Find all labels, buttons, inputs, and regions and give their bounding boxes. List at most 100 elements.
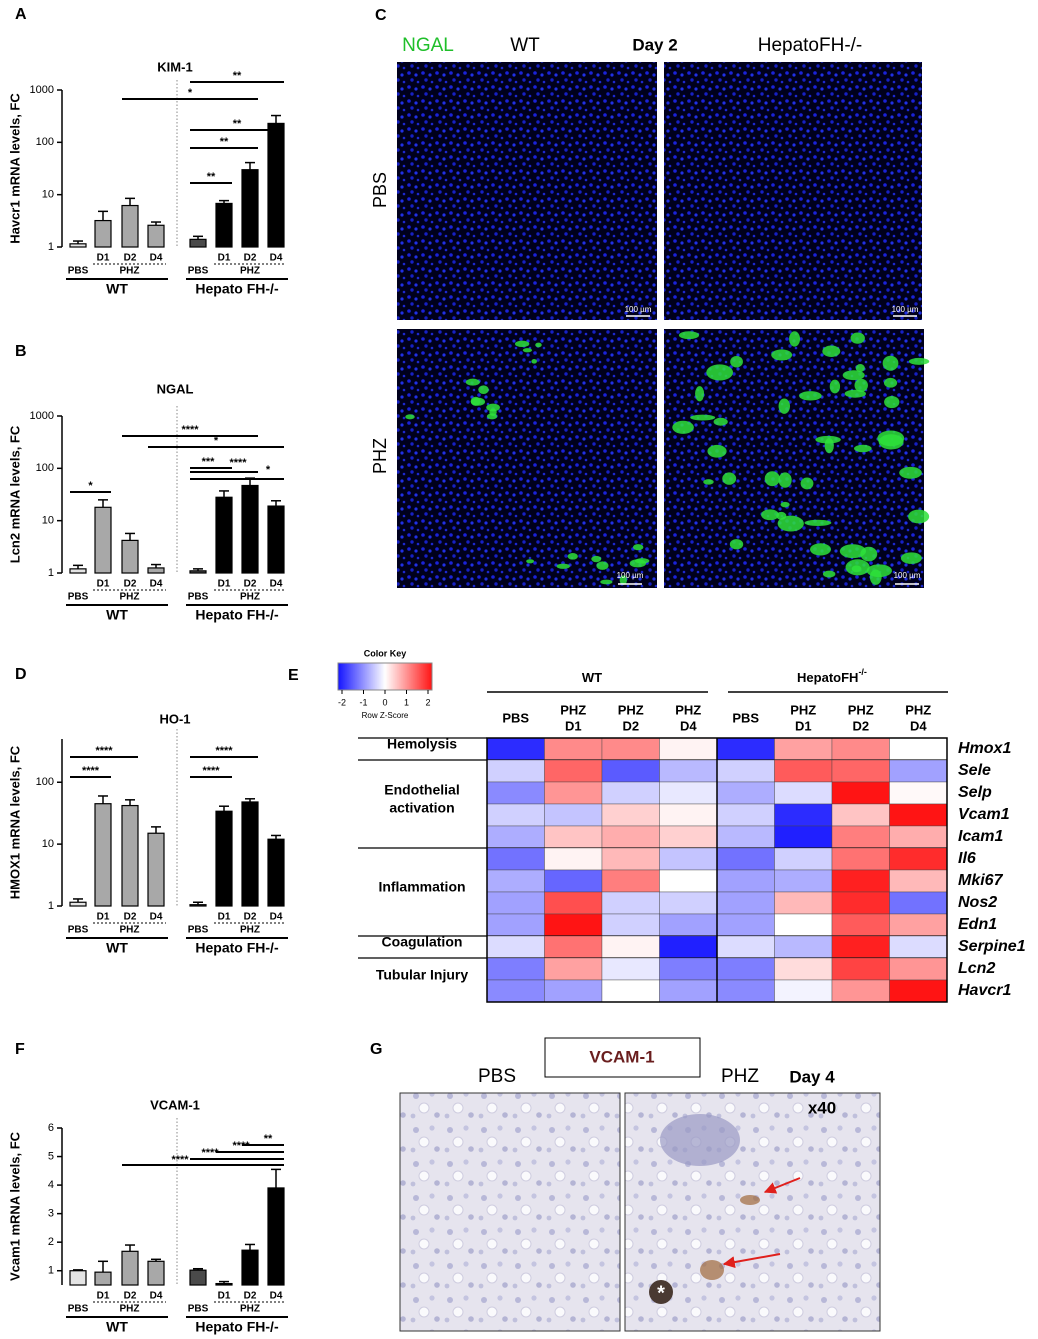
gene-label: Sele [958,762,991,779]
stain-layer [405,331,930,585]
x-tick-label: D2 [124,579,137,590]
x-tick-label: D4 [150,912,163,923]
x-tick-label: D4 [270,912,283,923]
heatmap-cell [889,869,948,893]
marker: * [657,1282,665,1304]
chart-title: KIM-1 [157,59,192,74]
x-tick-label: D1 [218,912,231,923]
color-key-tick: -2 [338,697,346,707]
arrow [722,1253,781,1269]
heatmap-cell [659,781,718,805]
heatmap-cell [601,759,660,783]
color-key-tick: 1 [404,697,409,707]
stain [706,364,734,381]
color-key-label: Row Z-Score [362,711,409,720]
panel-letter: G [370,1041,382,1058]
x-tick-label: D4 [150,579,163,590]
panel-letter: A [15,6,27,23]
heatmap-cell [716,891,775,915]
heatmap-cell [486,781,545,805]
micrograph [397,62,657,320]
x-tick-label: D1 [97,579,110,590]
bar [147,832,165,907]
panel-letter: F [15,1041,25,1058]
heatmap-cell [544,891,603,915]
stain [869,569,882,585]
stain [695,386,705,402]
color-key [337,662,433,691]
stain-box [544,1037,701,1078]
bar [189,904,207,907]
subgroup-label: PHZ [240,1304,260,1315]
stain [690,414,716,421]
y-tick-label: 1 [48,241,54,253]
heatmap-cell [659,803,718,827]
subgroup-label: PHZ [120,925,140,936]
significance-label: **** [232,1140,250,1152]
x-tick-label: PBS [68,592,89,603]
bar [267,505,285,574]
stain [531,359,537,364]
stain [778,472,792,488]
bar [147,567,165,574]
heatmap-cell [774,759,833,783]
y-tick-label: 6 [48,1122,54,1134]
color-key-tick: 0 [382,697,387,707]
y-tick-label: 100 [36,136,54,148]
heatmap-cell [486,935,545,959]
x-tick-label: D2 [124,912,137,923]
heatmap-cell [659,825,718,849]
heatmap-cell [486,737,545,761]
y-axis-label: HMOX1 mRNA levels, FC [7,745,22,899]
heatmap-cell [544,979,603,1003]
heatmap-cell [831,759,890,783]
y-axis-label: Vcam1 mRNA levels, FC [7,1131,22,1281]
day-label: Day 4 [789,1067,835,1086]
y-tick-label: 1000 [30,410,54,422]
heatmap-cell [659,979,718,1003]
x-tick-label: D4 [150,1291,163,1302]
gene-label: Edn1 [958,916,997,933]
heatmap-cell [889,737,948,761]
stain [899,466,922,479]
bar [241,484,259,574]
row-group-label: Hemolysis [387,736,457,752]
heatmap-cell [716,847,775,871]
heatmap-cell [831,781,890,805]
heatmap-cell [831,737,890,761]
heatmap-cell [831,803,890,827]
heatmap-cell [889,913,948,937]
significance-label: **** [95,745,113,757]
stain [900,552,922,564]
heatmap-cell [601,979,660,1003]
heatmap-cell [716,825,775,849]
heatmap-cell [544,825,603,849]
chart-title: NGAL [157,381,194,396]
heatmap-cell [716,869,775,893]
bar [147,224,165,248]
group-label: Hepato FH-/- [195,940,279,956]
subgroup-label: PHZ [120,592,140,603]
heatmap-cell [601,781,660,805]
column-label: PHZ [905,702,931,717]
stain [761,509,780,521]
heatmap-cell [601,913,660,937]
column-label: D1 [565,718,582,733]
marker-circle [649,1280,673,1304]
heatmap-cell [889,825,948,849]
heatmap-cell [601,935,660,959]
y-tick-label: 1000 [30,84,54,96]
panel-letter: B [15,343,27,360]
x-tick-label: D2 [124,253,137,264]
chart-title: HO-1 [159,711,190,726]
column-label: HepatoFH-/- [758,35,863,56]
heatmap-cell [601,803,660,827]
stain [839,544,867,559]
x-tick-label: D1 [97,912,110,923]
y-tick-label: 100 [36,776,54,788]
panel-letter: C [375,7,387,24]
stain [535,342,542,348]
x-tick-label: D1 [97,253,110,264]
x-tick-label: PBS [188,1304,209,1315]
